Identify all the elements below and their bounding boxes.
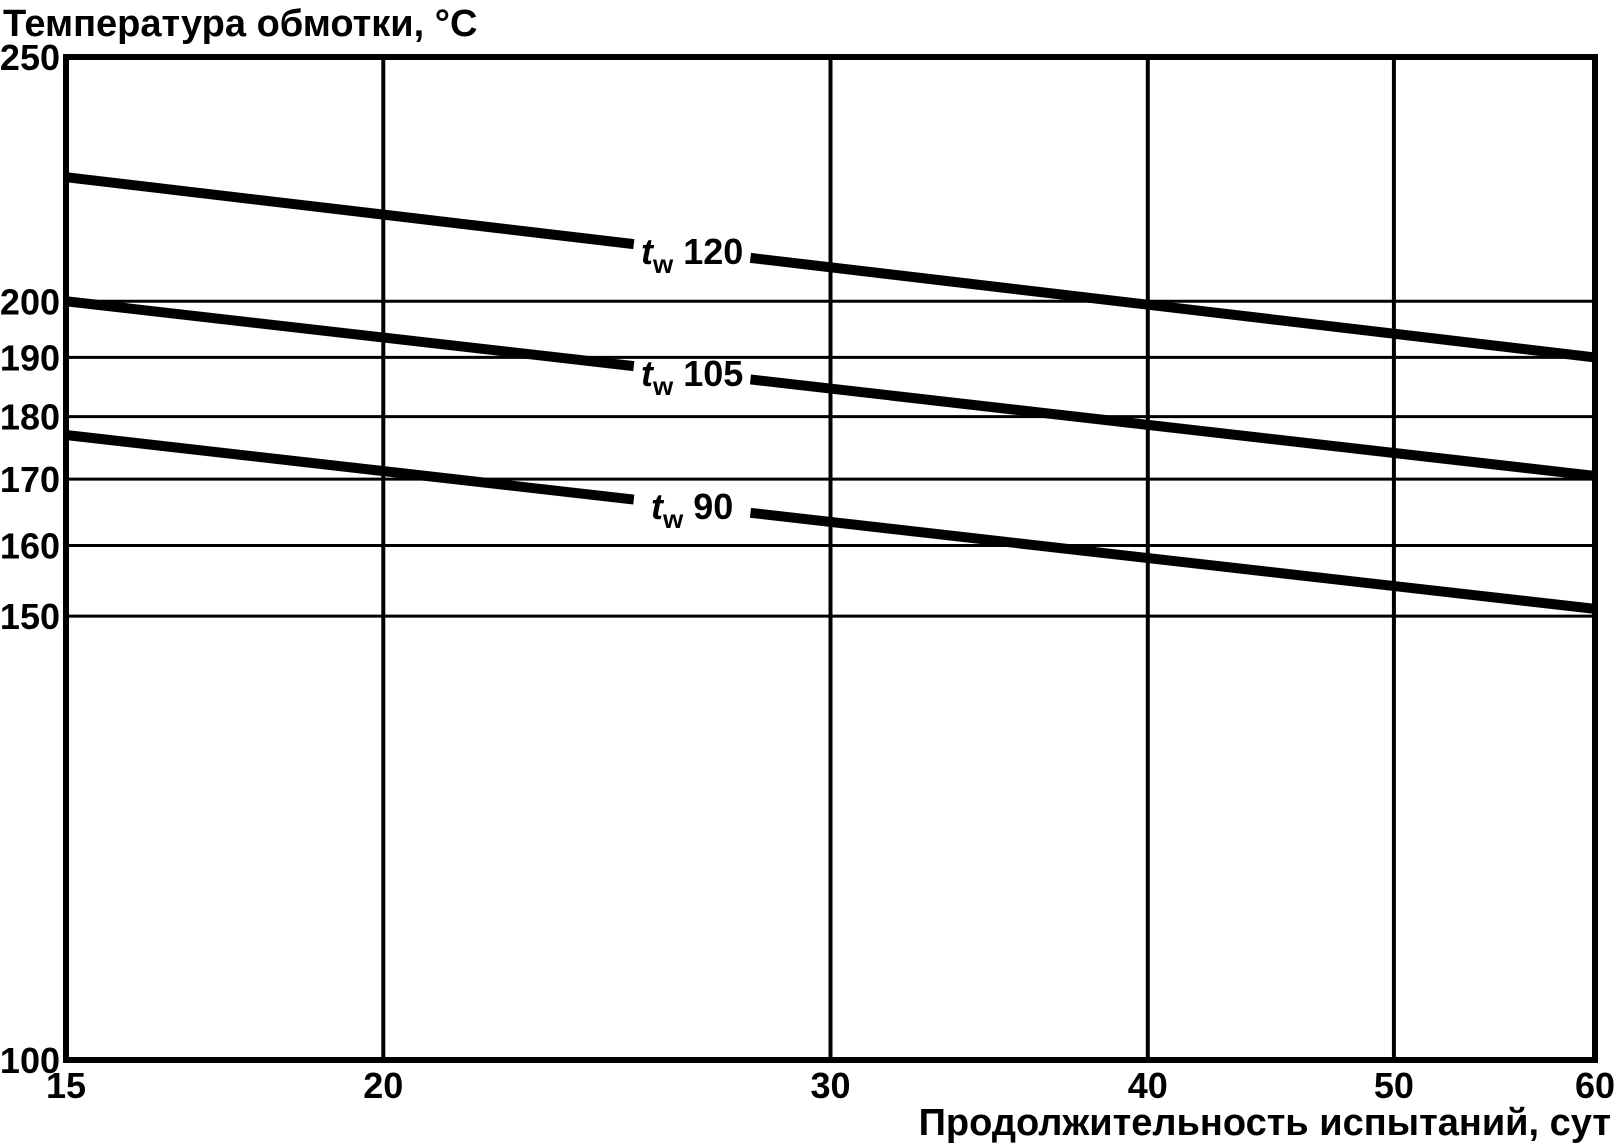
plot-frame xyxy=(63,54,1598,1063)
series-label-tw-105: tw 105 xyxy=(641,353,743,401)
series-label-tw-120: tw 120 xyxy=(641,231,743,279)
series-line-tw-120 xyxy=(749,252,1596,363)
y-tick-label-200: 200 xyxy=(0,281,60,322)
y-tick-label-190: 190 xyxy=(0,337,60,378)
series-line-tw-90 xyxy=(749,507,1596,614)
y-tick-label-160: 160 xyxy=(0,526,60,567)
series-line-tw-120 xyxy=(65,172,635,250)
x-tick-label-15: 15 xyxy=(46,1065,86,1106)
x-tick-label-60: 60 xyxy=(1575,1065,1615,1106)
y-tick-label-250: 250 xyxy=(0,37,60,78)
y-tick-label-100: 100 xyxy=(0,1040,60,1081)
x-tick-label-20: 20 xyxy=(363,1065,403,1106)
y-tick-label-180: 180 xyxy=(0,397,60,438)
series-label-tw-90: tw 90 xyxy=(651,486,733,534)
y-tick-label-150: 150 xyxy=(0,596,60,637)
x-axis-title: Продолжительность испытаний, сут xyxy=(918,1102,1611,1144)
series-line-tw-90 xyxy=(65,430,635,505)
y-axis-title: Температура обмотки, °С xyxy=(3,3,478,45)
x-tick-label-30: 30 xyxy=(810,1065,850,1106)
y-tick-label-170: 170 xyxy=(0,459,60,500)
series-line-tw-105 xyxy=(749,374,1596,481)
series-line-tw-105 xyxy=(65,296,635,372)
x-tick-label-40: 40 xyxy=(1128,1065,1168,1106)
x-tick-label-50: 50 xyxy=(1374,1065,1414,1106)
